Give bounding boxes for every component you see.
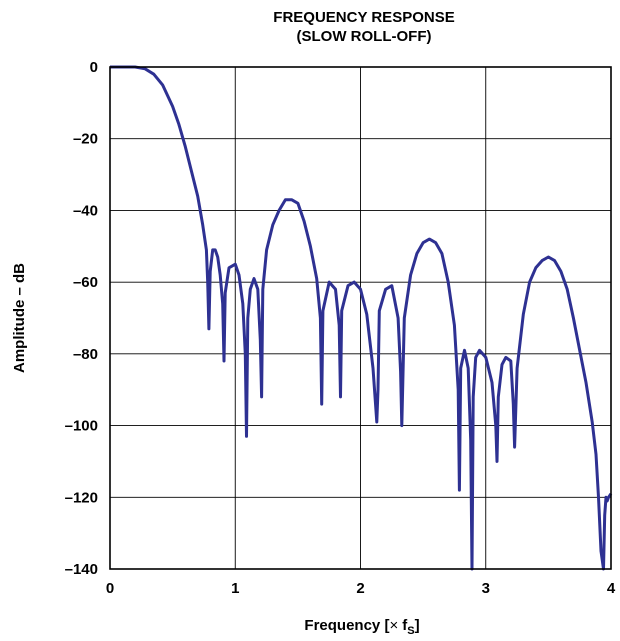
y-tick-label-2: –40 [73,202,98,219]
chart-subtitle: (SLOW ROLL-OFF) [297,28,432,45]
x-tick-label-0: 0 [106,580,114,597]
y-tick-label-6: –120 [65,489,98,506]
y-axis-label: Amplitude – dB [11,263,28,373]
x-tick-label-3: 3 [482,580,490,597]
y-tick-label-7: –140 [65,561,98,578]
y-tick-labels: 0 –20 –40 –60 –80 –100 –120 –140 [65,59,98,578]
x-tick-label-1: 1 [231,580,239,597]
y-tick-label-4: –80 [73,346,98,363]
y-tick-label-5: –100 [65,418,98,435]
y-tick-label-1: –20 [73,131,98,148]
x-axis-label-main: Frequency [ [304,617,389,634]
x-axis-label-sub: S [407,625,414,637]
y-tick-label-3: –60 [73,274,98,291]
y-tick-label-0: 0 [90,59,98,76]
chart-title: FREQUENCY RESPONSE [273,9,454,26]
x-axis-label-close: ] [415,617,420,634]
x-axis-label: Frequency [× fS] [304,617,419,637]
x-axis-label-symbol: × [389,617,398,634]
x-tick-label-2: 2 [356,580,364,597]
x-tick-label-4: 4 [607,580,616,597]
x-tick-labels: 0 1 2 3 4 [106,580,616,597]
